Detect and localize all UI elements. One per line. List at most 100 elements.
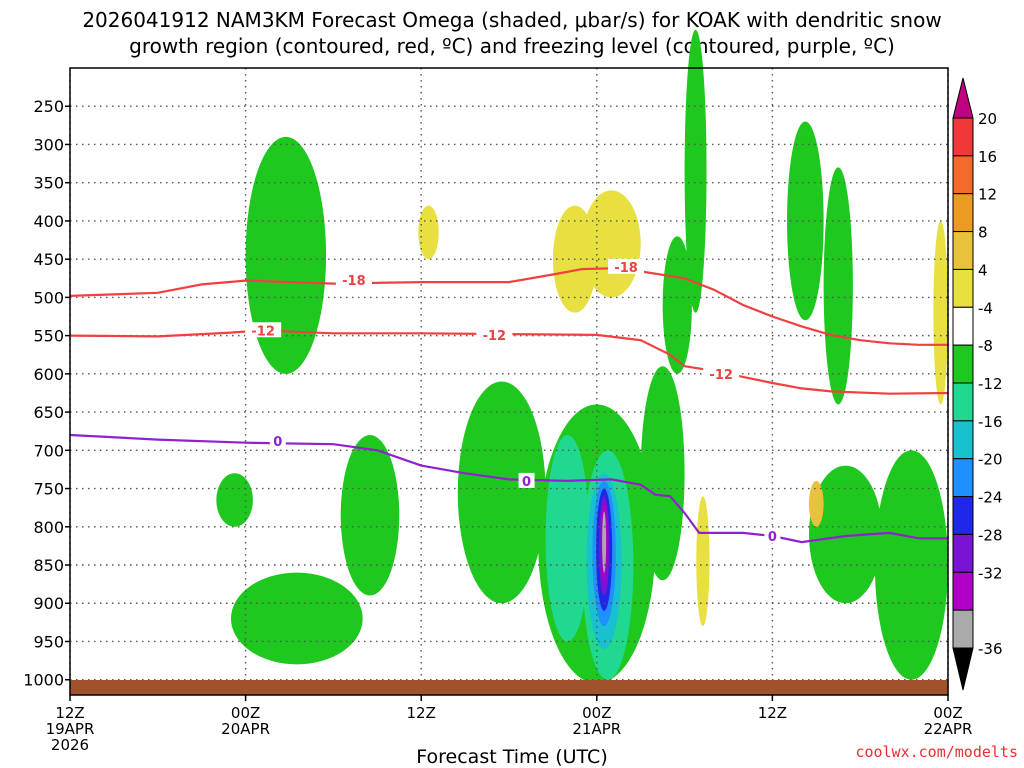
colorbar-label-0: 20 [978, 110, 997, 128]
x-tick-label-3-1: 21APR [572, 720, 621, 738]
chart-title-line1: 2026041912 NAM3KM Forecast Omega (shaded… [82, 8, 941, 32]
colorbar-label-5: -4 [978, 299, 993, 317]
contour-label-bg-3 [476, 326, 513, 342]
temperature-contours: -18 -18 -12 -12 -12 0 0 0 [69, 258, 949, 545]
contour-label-bg-5 [269, 433, 286, 449]
omega-region-9 [787, 121, 824, 321]
colorbar-bin-1 [952, 155, 974, 195]
omega-region-4 [457, 381, 546, 604]
colorbar: 20 16 12 8 4 -4 -8 -12 -16 -20 -24 -28 -32 -36 [952, 77, 1003, 691]
colorbar-label-10: -24 [978, 489, 1003, 507]
x-tick-label-0-0: 12Z [55, 704, 84, 722]
colorbar-label-7: -12 [978, 375, 1003, 393]
omega-region-3 [340, 435, 400, 596]
x-axis-label: Forecast Time (UTC) [416, 746, 607, 768]
colorbar-bin-13 [952, 609, 974, 649]
omega-region-0 [245, 136, 327, 374]
colorbar-label-8: -16 [978, 413, 1003, 431]
omega-shading [216, 29, 949, 684]
credit-text: coolwx.com/modelts [855, 743, 1018, 761]
y-tick-label-250: 250 [33, 97, 64, 116]
colorbar-bin-4 [952, 268, 974, 308]
colorbar-label-9: -20 [978, 451, 1003, 469]
y-tick-label-950: 950 [33, 632, 64, 651]
contour-label-1: -18 [614, 261, 638, 276]
contour-label-bg-1 [608, 258, 645, 274]
contour-label-bg-7 [764, 527, 781, 543]
x-tick-label-5-1: 22APR [924, 720, 973, 738]
y-tick-label-700: 700 [33, 441, 64, 460]
omega-region-7 [662, 236, 692, 374]
colorbar-bin-12 [952, 571, 974, 611]
x-tick-label-1-1: 20APR [221, 720, 270, 738]
chart-title-line2: growth region (contoured, red, ºC) and f… [129, 34, 895, 58]
omega-region-21 [418, 205, 439, 260]
y-tick-label-400: 400 [33, 212, 64, 231]
y-tick-label-850: 850 [33, 556, 64, 575]
colorbar-bin-2 [952, 193, 974, 233]
axes: 250 300 350 400 450 500 550 600 650 700 750 800 850 9… [23, 67, 973, 754]
colorbar-label-11: -28 [978, 526, 1003, 544]
omega-region-10 [823, 167, 853, 405]
x-tick-label-2-0: 12Z [407, 704, 436, 722]
colorbar-bin-9 [952, 458, 974, 498]
contour-label-bg-2 [245, 322, 282, 338]
x-tick-label-4-0: 12Z [758, 704, 787, 722]
colorbar-bin-3 [952, 231, 974, 270]
colorbar-bin-0 [952, 117, 974, 157]
colorbar-bin-10 [952, 496, 974, 535]
contour-label-bg-6 [518, 472, 535, 488]
colorbar-bin-5 [952, 306, 974, 346]
contour-label-0: -18 [342, 274, 366, 289]
colorbar-label-bottom: -36 [978, 640, 1003, 658]
contour-label-5: 0 [273, 435, 282, 450]
x-tick-label-5-0: 00Z [933, 704, 962, 722]
colorbar-label-4: 4 [978, 261, 988, 279]
colorbar-label-12: -32 [978, 564, 1003, 582]
contour-line-0 [69, 433, 948, 544]
omega-region-26 [808, 480, 824, 527]
colorbar-label-3: 8 [978, 224, 988, 242]
colorbar-bin-8 [952, 420, 974, 460]
y-tick-label-900: 900 [33, 594, 64, 613]
omega-region-2 [230, 572, 363, 665]
x-tick-label-0-2: 2026 [51, 736, 89, 754]
x-tick-label-0-1: 19APR [46, 720, 95, 738]
ground-strip [70, 680, 948, 695]
y-tick-label-450: 450 [33, 250, 64, 269]
contour-label-bg-0 [335, 271, 372, 287]
colorbar-bin-7 [952, 382, 974, 422]
contour-label-6: 0 [522, 475, 531, 490]
colorbar-label-6: -8 [978, 337, 993, 355]
colorbar-bin-6 [952, 344, 974, 384]
colorbar-label-2: 12 [978, 186, 997, 204]
y-tick-label-1000: 1000 [23, 671, 64, 690]
colorbar-top-triangle [952, 77, 974, 119]
omega-region-13 [545, 435, 590, 642]
plot-frame [69, 67, 949, 696]
y-tick-label-300: 300 [33, 135, 64, 154]
x-tick-label-1-0: 00Z [231, 704, 260, 722]
omega-region-8 [684, 29, 707, 313]
contour-label-2: -12 [251, 324, 275, 339]
colorbar-label-1: 16 [978, 148, 997, 166]
x-tick-label-3-0: 00Z [582, 704, 611, 722]
y-tick-label-650: 650 [33, 403, 64, 422]
omega-region-24 [696, 496, 710, 627]
y-tick-label-500: 500 [33, 288, 64, 307]
colorbar-bottom-triangle [952, 647, 974, 691]
omega-region-1 [216, 473, 253, 527]
omega-region-20 [602, 511, 607, 573]
ground-strip-fill [70, 680, 948, 695]
contour-label-3: -12 [483, 329, 507, 344]
contour-label-7: 0 [768, 530, 777, 545]
omega-region-25 [933, 220, 949, 405]
colorbar-bin-11 [952, 533, 974, 573]
y-tick-label-800: 800 [33, 518, 64, 537]
contour-label-bg-4 [703, 365, 740, 381]
y-tick-label-600: 600 [33, 365, 64, 384]
contour-label-4: -12 [709, 368, 733, 383]
y-tick-label-750: 750 [33, 480, 64, 499]
omega-region-6 [640, 366, 685, 581]
